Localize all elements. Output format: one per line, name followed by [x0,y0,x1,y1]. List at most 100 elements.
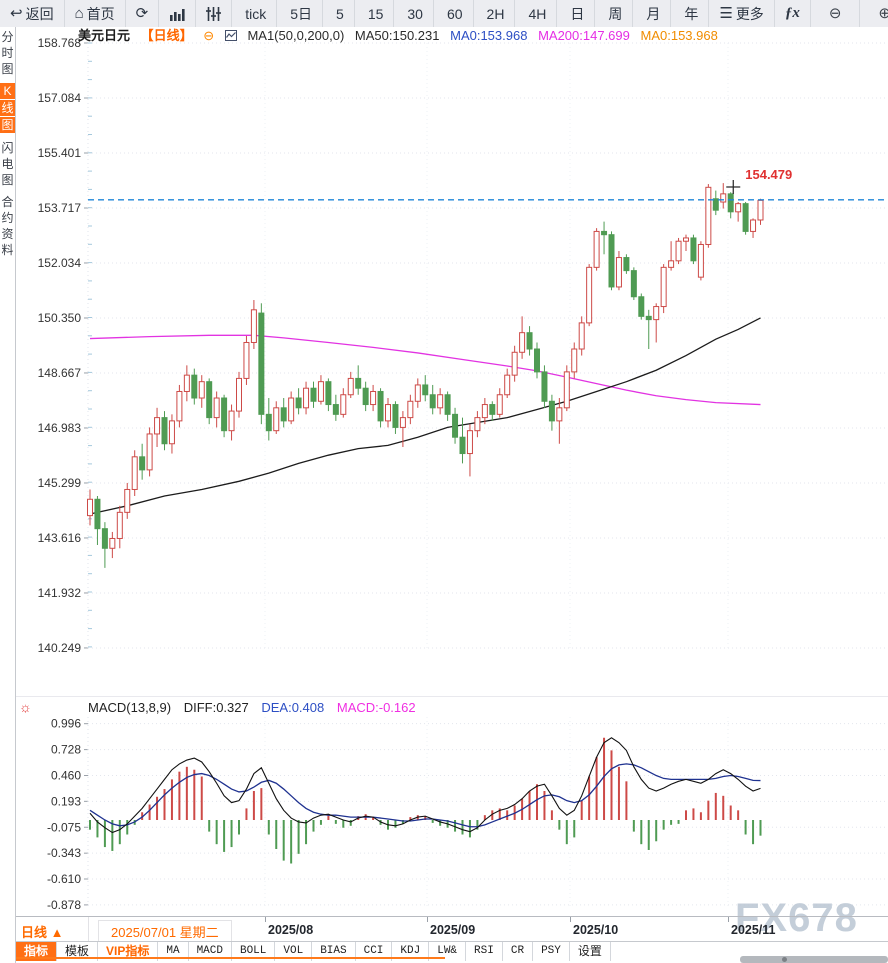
svg-text:-0.075: -0.075 [47,820,81,834]
svg-text:141.932: 141.932 [38,586,82,600]
interval-week[interactable]: 周 [595,0,634,27]
home-button-label: 首页 [86,5,115,22]
watermark: FX678 [735,896,858,940]
sidebar-item-contract-info[interactable]: 合约资料 [1,195,14,257]
sidebar-item-time-chart[interactable]: 分时图 [1,30,14,76]
svg-text:148.667: 148.667 [38,366,82,380]
interval-5m[interactable]: 5 [323,0,355,27]
interval-tick[interactable]: tick [232,0,278,27]
collapse-icon[interactable]: ⊖ [203,28,215,43]
zoom-out-icon: ⊖ [828,5,842,22]
indicator-fx-button-label: ƒx [784,5,800,21]
ma0b-value: MA0:153.968 [640,28,718,43]
tab-ma[interactable]: MA [158,942,189,961]
back-arrow-icon: ↩ [10,5,23,22]
back-button[interactable]: ↩ 返回 [0,0,65,27]
tab-cci[interactable]: CCI [356,942,393,961]
interval-2h[interactable]: 2H [474,0,516,27]
interval-4h[interactable]: 4H [515,0,558,27]
svg-text:154.479: 154.479 [745,167,792,182]
interval-4h-label: 4H [528,5,547,22]
price-chart[interactable]: 158.768 157.084 155.401 153.717 152.034 150.3… [16,27,888,696]
interval-year-label: 年 [684,5,699,22]
tab-kdj[interactable]: KDJ [392,942,430,961]
tab-macd[interactable]: MACD [189,942,232,961]
tab-boll[interactable]: BOLL [232,942,276,961]
interval-year[interactable]: 年 [671,0,710,27]
horizontal-scrollbar-thumb[interactable] [740,956,888,963]
interval-month-label: 月 [646,5,661,22]
ma50-value: MA50:150.231 [354,28,440,43]
period-tag: 【日线】 [140,28,193,43]
tab-lwr[interactable]: LW& [429,942,467,961]
tab-indicator[interactable]: 指标 [16,942,58,961]
tab-psy[interactable]: PSY [533,942,570,961]
svg-text:155.401: 155.401 [38,146,82,160]
macd-chart[interactable]: 0.996 0.728 0.460 0.193 -0.075 -0.343 -0.610 -0… [16,717,888,916]
tab-bias[interactable]: BIAS [312,942,356,961]
sidebar-item-flash-chart[interactable]: 闪电图 [1,141,14,187]
svg-text:152.034: 152.034 [38,256,82,270]
tab-rsi[interactable]: RSI [466,942,503,961]
interval-week-label: 周 [608,5,623,22]
macd-title: MACD(13,8,9) [88,700,172,715]
svg-text:153.717: 153.717 [38,201,82,215]
interval-5m-label: 5 [336,5,344,22]
tab-vol[interactable]: VOL [275,942,313,961]
bar-chart-button[interactable] [159,0,197,27]
ma-config: MA1(50,0,200,0) [247,28,345,43]
svg-text:145.299: 145.299 [38,476,82,490]
tab-settings[interactable]: 设置 [570,942,611,961]
ma-chart-icon [224,28,237,43]
month-tick [570,917,571,922]
month-label: 2025/09 [430,923,476,937]
zoom-in-button[interactable]: ⊕ [860,0,888,27]
svg-text:143.616: 143.616 [38,531,82,545]
month-tick [427,917,428,922]
x-axis-row: 日线 ▲ 2025/07/01 星期二 2025/08 2025/09 2025/1… [16,916,888,943]
interval-tick-label: tick [245,5,267,22]
interval-2h-label: 2H [486,5,505,22]
macd-header: ☼ MACD(13,8,9) DIFF:0.327 DEA:0.408 MACD… [16,696,888,717]
symbol-header: 美元日元 【日线】 ⊖ MA1(50,0,200,0) MA50:150.231… [78,27,725,44]
macd-diff-value: DIFF:0.327 [183,700,249,715]
svg-text:140.249: 140.249 [38,641,82,655]
home-button[interactable]: ⌂ 首页 [65,0,126,27]
month-tick [728,917,729,922]
interval-30m-label: 30 [407,5,423,22]
interval-30m[interactable]: 30 [394,0,434,27]
indicator-settings-icon[interactable]: ☼ [19,699,32,715]
svg-text:-0.878: -0.878 [47,898,81,912]
svg-text:146.983: 146.983 [38,421,82,435]
interval-15m[interactable]: 15 [355,0,395,27]
svg-text:-0.610: -0.610 [47,872,81,886]
refresh-button[interactable]: ⟳ [126,0,160,27]
month-label: 2025/10 [573,923,619,937]
ma200-value: MA200:147.699 [538,28,630,43]
svg-text:157.084: 157.084 [38,91,82,105]
svg-text:0.193: 0.193 [51,794,81,808]
volume-chart-button[interactable] [196,0,233,27]
more-button[interactable]: ☰ 更多 [709,0,775,27]
divider [88,917,89,942]
interval-month[interactable]: 月 [633,0,672,27]
interval-5d[interactable]: 5日 [277,0,324,27]
bars-icon [169,7,185,21]
period-selector[interactable]: 日线 ▲ [21,925,64,940]
tab-cr[interactable]: CR [503,942,534,961]
month-tick [265,917,266,922]
svg-text:0.728: 0.728 [51,743,81,757]
tab-template[interactable]: 模板 [57,942,99,961]
macd-macd-value: MACD:-0.162 [336,700,416,715]
home-icon: ⌂ [74,5,84,22]
indicator-tab-bar: 指标 模板 VIP指标 MA MACD BOLL VOL BIAS CCI KDJ LW& RSI CR… [16,941,888,961]
tab-vip-indicator[interactable]: VIP指标 [98,942,159,961]
date-readout: 2025/07/01 星期二 [98,920,232,943]
interval-60m[interactable]: 60 [434,0,474,27]
interval-day[interactable]: 日 [557,0,596,27]
zoom-out-button[interactable]: ⊖ [811,0,861,27]
indicator-fx-button[interactable]: ƒx [775,0,811,27]
